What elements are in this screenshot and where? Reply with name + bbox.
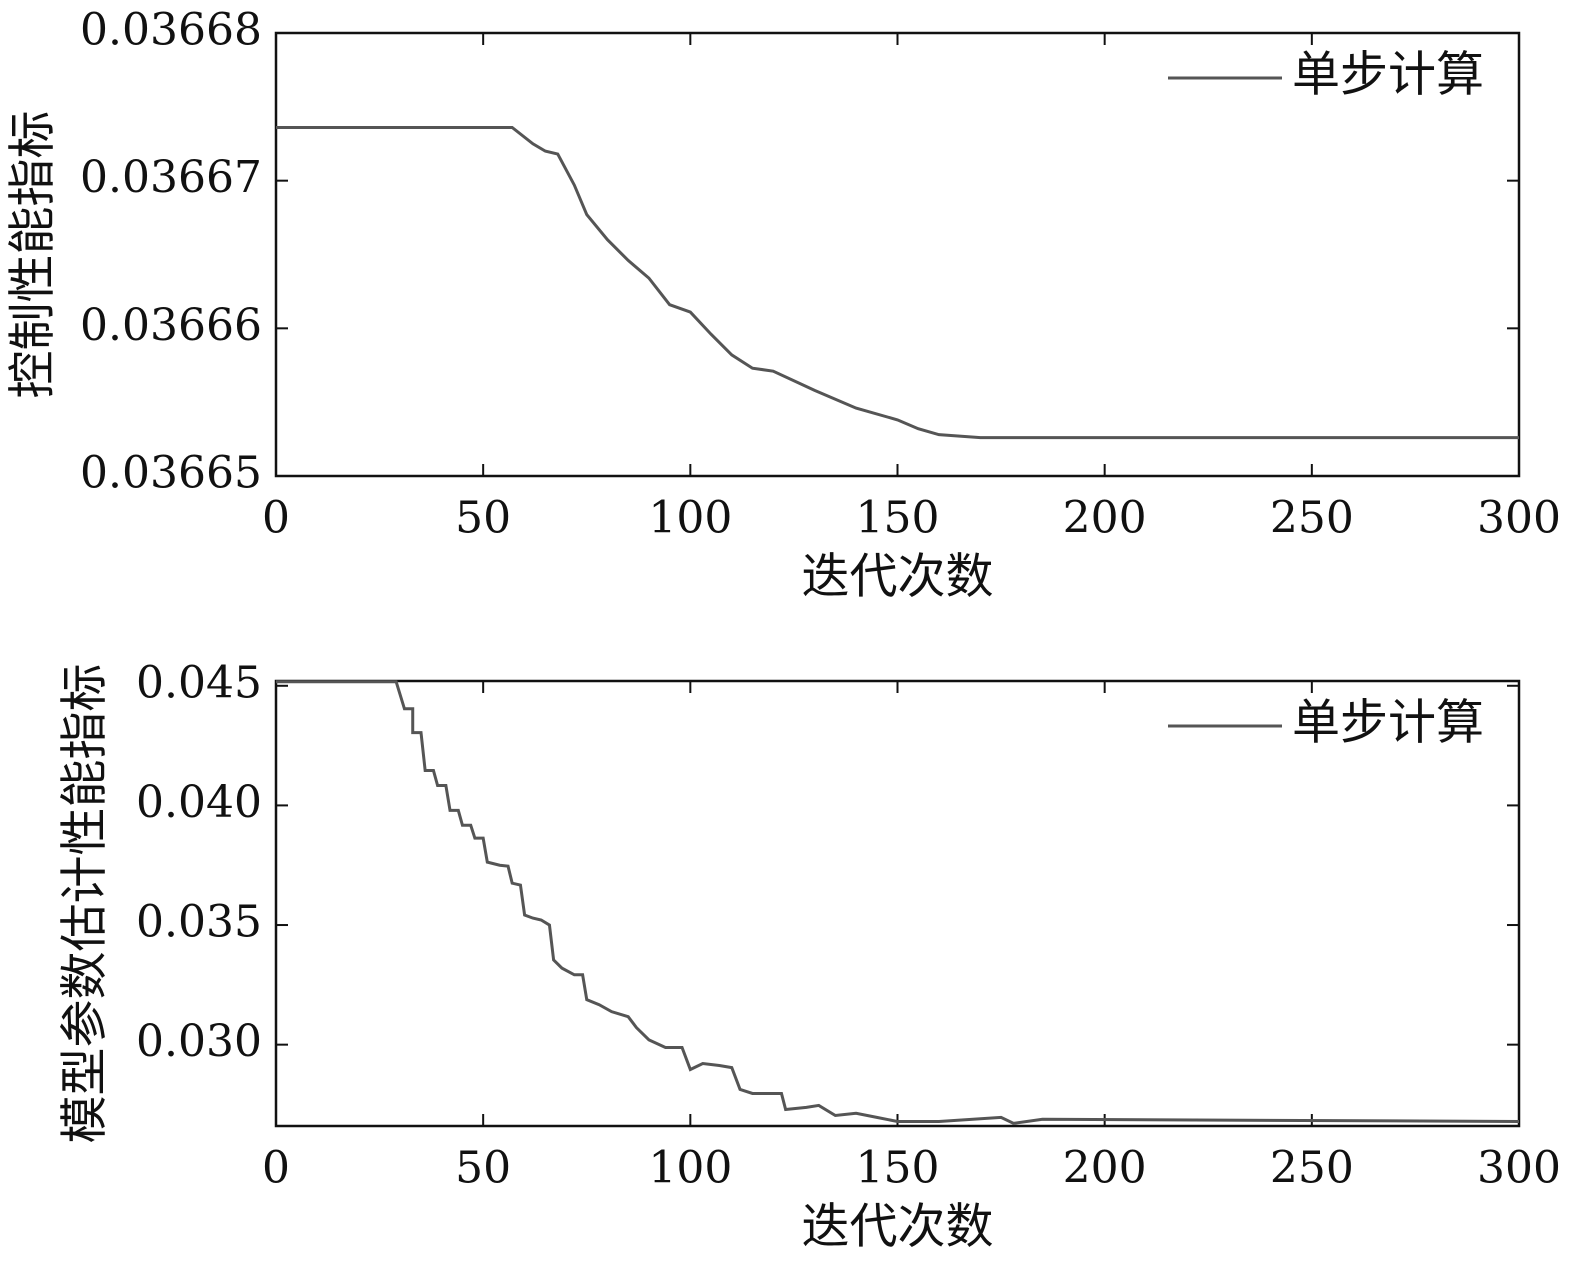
y-axis-label: 控制性能指标 [5,110,61,398]
x-axis-label: 迭代次数 [801,1199,993,1255]
y-tick-label: 0.045 [136,657,262,708]
x-tick-label: 100 [648,493,732,544]
x-tick-label: 300 [1477,1143,1561,1194]
x-tick-label: 250 [1270,493,1354,544]
data-line [276,680,1520,1125]
data-line [276,126,1519,440]
x-tick-label: 100 [648,1143,732,1194]
y-tick-label: 0.030 [136,1016,262,1067]
x-axis-label: 迭代次数 [801,549,993,605]
x-tick-label: 300 [1477,493,1561,544]
legend-label: 单步计算 [1292,695,1484,751]
legend-label: 单步计算 [1292,47,1484,103]
x-tick-label: 50 [455,1143,511,1194]
x-tick-label: 0 [262,493,290,544]
x-tick-label: 0 [262,1143,290,1194]
x-tick-label: 50 [455,493,511,544]
x-tick-label: 150 [856,493,940,544]
y-tick-label: 0.040 [136,777,262,828]
y-tick-label: 0.035 [136,897,262,948]
y-tick-label: 0.03666 [80,300,262,351]
y-axis-label: 模型参数估计性能指标 [57,663,113,1143]
y-tick-label: 0.03665 [80,448,262,499]
y-tick-label: 0.03668 [80,5,262,56]
x-tick-label: 150 [856,1143,940,1194]
x-tick-label: 200 [1063,493,1147,544]
y-tick-label: 0.03667 [80,152,262,203]
x-tick-label: 200 [1063,1143,1147,1194]
x-tick-label: 250 [1270,1143,1354,1194]
